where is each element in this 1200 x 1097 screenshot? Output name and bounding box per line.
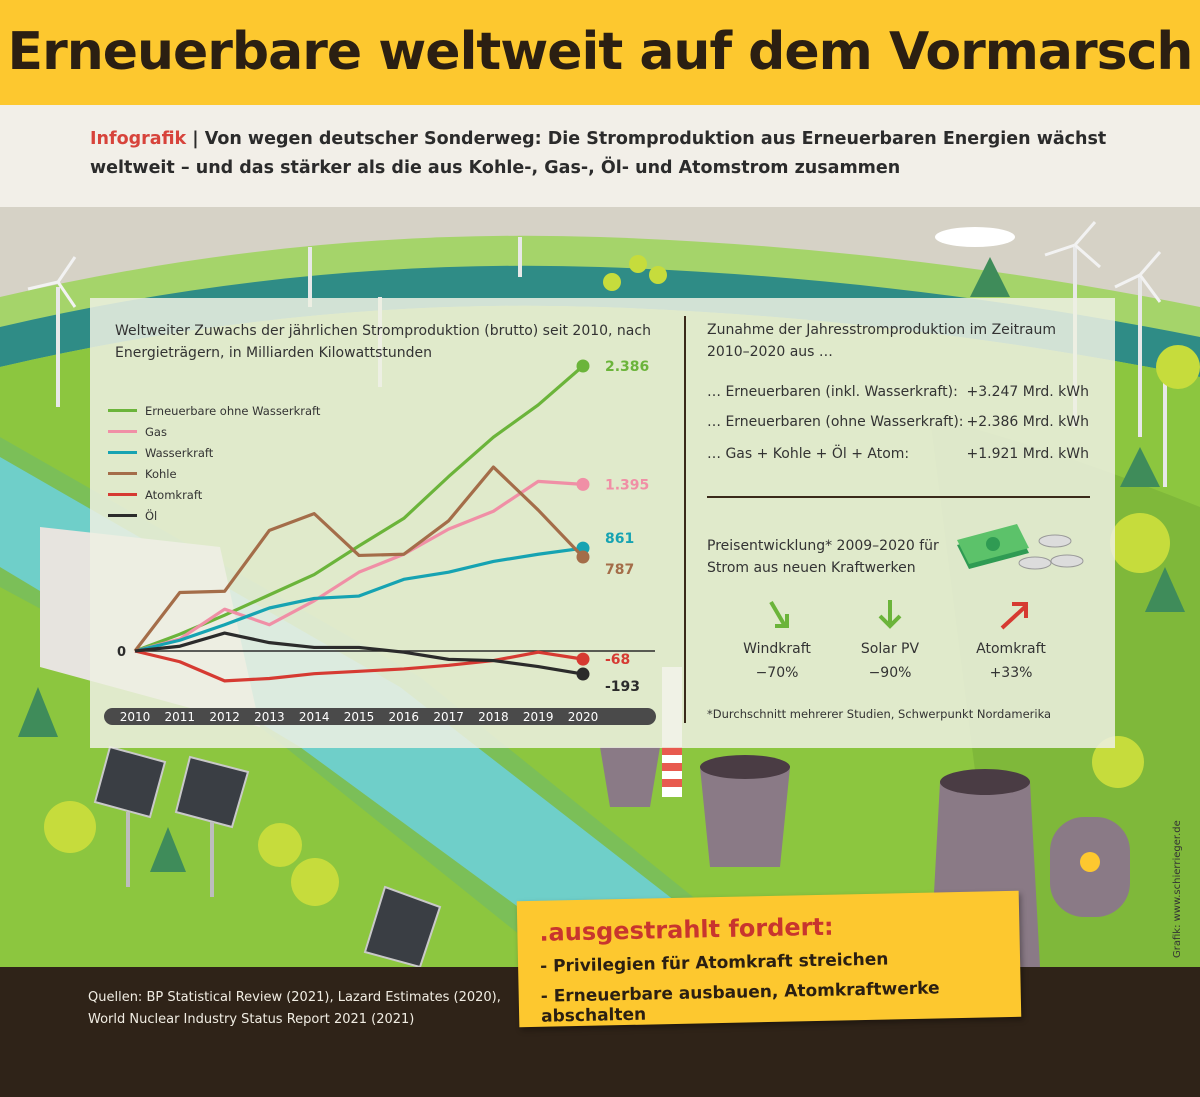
stat-value: +2.386 Mrd. kWh — [966, 414, 1089, 430]
credit: Grafik: www.schierrieger.de — [1172, 820, 1183, 958]
x-tick-label: 2018 — [478, 710, 509, 724]
legend-item: Erneuerbare ohne Wasserkraft — [108, 400, 320, 421]
header-bar: Erneuerbare weltweit auf dem Vormarsch — [0, 0, 1200, 105]
chart-title: Weltweiter Zuwachs der jährlichen Stromp… — [115, 323, 651, 361]
stat-label: … Erneuerbaren (ohne Wasserkraft): — [707, 414, 964, 430]
intro-text: Infografik | Von wegen deutscher Sonderw… — [90, 125, 1110, 183]
stat-value: +1.921 Mrd. kWh — [966, 446, 1089, 462]
source-line: Quellen: BP Statistical Review (2021), L… — [88, 990, 501, 1005]
legend-item: Atomkraft — [108, 484, 320, 505]
price-item: Windkraft −70% — [717, 637, 837, 685]
x-tick-label: 2012 — [209, 710, 240, 724]
price-item: Solar PV −90% — [830, 637, 950, 685]
legend-swatch — [108, 451, 137, 454]
demand-item: - Privilegien für Atomkraft streichen — [539, 949, 889, 977]
price-label: Windkraft — [743, 641, 811, 657]
series-line — [134, 479, 584, 653]
intro-kicker: Infografik — [90, 129, 187, 149]
arrow-down-icon — [769, 600, 789, 628]
legend-label: Öl — [145, 508, 158, 523]
legend-item: Gas — [108, 421, 320, 442]
price-label: Atomkraft — [976, 641, 1046, 657]
series-end-point — [576, 477, 590, 491]
legend-swatch — [108, 409, 137, 412]
stat-value: +3.247 Mrd. kWh — [966, 384, 1089, 400]
legend-label: Wasserkraft — [145, 445, 214, 460]
legend-label: Kohle — [145, 466, 177, 481]
x-tick-label: 2017 — [433, 710, 464, 724]
x-tick-label: 2015 — [344, 710, 375, 724]
series-end-point — [576, 667, 590, 681]
legend-label: Atomkraft — [145, 487, 203, 502]
legend-swatch — [108, 430, 137, 433]
legend-label: Erneuerbare ohne Wasserkraft — [145, 403, 321, 418]
price-value: −90% — [868, 665, 912, 681]
summary-title: Zunahme der Jahresstromproduktion im Zei… — [707, 322, 1057, 360]
arrow-up-icon — [1000, 602, 1028, 630]
chart-legend: Erneuerbare ohne Wasserkraft Gas Wasserkra… — [108, 400, 320, 526]
stat-row: … Gas + Kohle + Öl + Atom: +1.921 Mrd. k… — [707, 446, 1089, 470]
legend-swatch — [108, 472, 137, 475]
demand-title: .ausgestrahlt fordert: — [539, 912, 834, 947]
x-tick-label: 2020 — [568, 710, 599, 724]
line-chart: 0 2010 2011 2012 2013 2014 2015 2016 2017 2018 201… — [104, 359, 656, 725]
source-line: World Nuclear Industry Status Report 202… — [88, 1012, 415, 1027]
price-title: Preisentwicklung* 2009–2020 für Strom au… — [707, 538, 939, 576]
arrow-down-icon — [878, 600, 902, 629]
series-end-label: 787 — [605, 562, 634, 578]
intro-bar: Infografik | Von wegen deutscher Sonderw… — [0, 105, 1200, 207]
vertical-divider — [684, 316, 686, 723]
legend-label: Gas — [145, 424, 167, 439]
page-title: Erneuerbare weltweit auf dem Vormarsch — [7, 22, 1194, 82]
legend-item: Öl — [108, 505, 320, 526]
series-end-label: -68 — [605, 652, 630, 668]
stat-label: … Gas + Kohle + Öl + Atom: — [707, 446, 910, 462]
series-end-point — [576, 359, 590, 373]
series-end-label: -193 — [605, 679, 640, 695]
x-tick-label: 2019 — [523, 710, 554, 724]
x-axis-bar — [104, 708, 656, 725]
stat-row: … Erneuerbaren (ohne Wasserkraft): +2.38… — [707, 414, 1089, 438]
legend-item: Kohle — [108, 463, 320, 484]
stat-row: … Erneuerbaren (inkl. Wasserkraft): +3.2… — [707, 384, 1089, 408]
series-line — [134, 364, 585, 653]
footnote: *Durchschnitt mehrerer Studien, Schwerpu… — [707, 707, 1052, 721]
legend-item: Wasserkraft — [108, 442, 320, 463]
sources: Quellen: BP Statistical Review (2021), L… — [88, 987, 501, 1031]
series-line — [134, 649, 584, 683]
series-end-label: 861 — [605, 531, 634, 547]
series-line — [133, 465, 585, 652]
price-value: +33% — [989, 665, 1033, 681]
horizontal-divider — [707, 496, 1090, 498]
series-end-point — [576, 550, 590, 564]
intro-body: Von wegen deutscher Sonderweg: Die Strom… — [90, 129, 1107, 178]
legend-swatch — [108, 514, 137, 517]
legend-swatch — [108, 493, 137, 496]
stat-label: … Erneuerbaren (inkl. Wasserkraft): — [707, 384, 958, 400]
zero-label: 0 — [117, 645, 126, 660]
series-line — [134, 631, 584, 676]
money-icon — [957, 524, 1084, 570]
x-tick-label: 2010 — [120, 710, 151, 724]
price-item: Atomkraft +33% — [951, 637, 1071, 685]
demand-box: .ausgestrahlt fordert: - Privilegien für… — [516, 890, 1022, 1028]
x-tick-label: 2014 — [299, 710, 330, 724]
x-tick-label: 2013 — [254, 710, 285, 724]
x-tick-label: 2016 — [389, 710, 420, 724]
series-end-point — [576, 652, 590, 666]
price-label: Solar PV — [860, 641, 920, 657]
x-tick-label: 2011 — [165, 710, 196, 724]
intro-separator: | — [186, 129, 205, 149]
price-value: −70% — [755, 665, 799, 681]
series-end-label: 2.386 — [605, 359, 649, 375]
series-line — [134, 546, 584, 653]
series-end-label: 1.395 — [605, 477, 649, 493]
content-panel — [90, 298, 1115, 748]
